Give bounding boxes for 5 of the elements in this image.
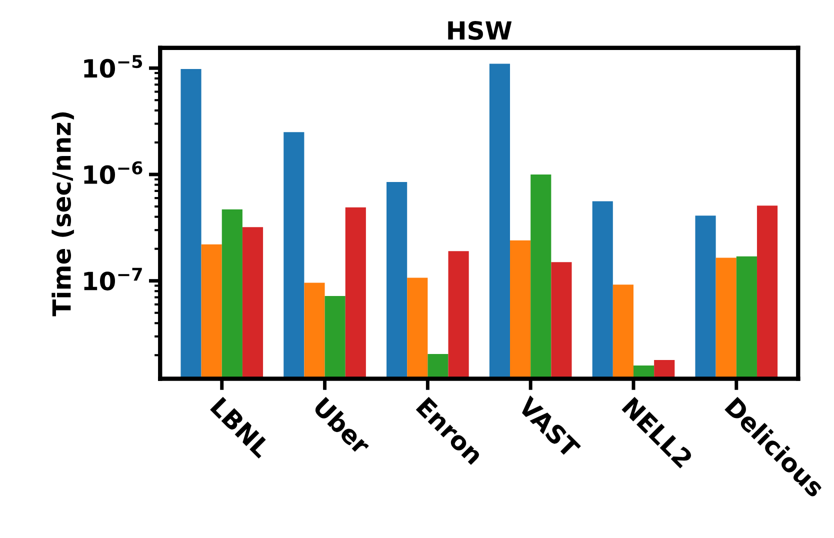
y-tick-label: 10$^{−6}$ [84, 161, 142, 184]
y-tick-label: 10$^{−5}$ [84, 55, 142, 78]
y-axis-title: Time (sec/nnz) [52, 112, 74, 316]
y-tick-label: 10$^{−7}$ [84, 268, 142, 291]
chart-title: HSW [448, 20, 512, 40]
